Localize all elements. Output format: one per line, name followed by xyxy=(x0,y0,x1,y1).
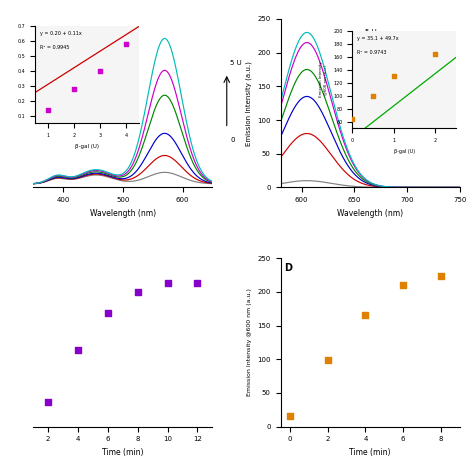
Text: 0: 0 xyxy=(230,137,235,143)
Point xyxy=(324,356,331,364)
Y-axis label: Emission Intensity (a.u.): Emission Intensity (a.u.) xyxy=(245,61,252,146)
X-axis label: Time (min): Time (min) xyxy=(102,448,144,457)
X-axis label: Time (min): Time (min) xyxy=(349,448,391,457)
Point xyxy=(286,413,294,420)
Point xyxy=(45,398,52,406)
Text: 5 U: 5 U xyxy=(230,60,242,66)
Point xyxy=(400,281,407,289)
Point xyxy=(104,310,112,317)
Text: 0: 0 xyxy=(365,93,369,99)
Point xyxy=(74,346,82,354)
Y-axis label: Emission Intensity @600 nm (a.u.): Emission Intensity @600 nm (a.u.) xyxy=(247,289,252,396)
Point xyxy=(164,279,172,286)
Point xyxy=(194,279,201,286)
X-axis label: Wavelength (nm): Wavelength (nm) xyxy=(90,209,156,218)
Point xyxy=(362,311,369,319)
Point xyxy=(437,272,445,280)
Text: D: D xyxy=(284,263,292,273)
Point xyxy=(134,288,142,296)
X-axis label: Wavelength (nm): Wavelength (nm) xyxy=(337,209,403,218)
Text: 5 U: 5 U xyxy=(365,29,376,35)
